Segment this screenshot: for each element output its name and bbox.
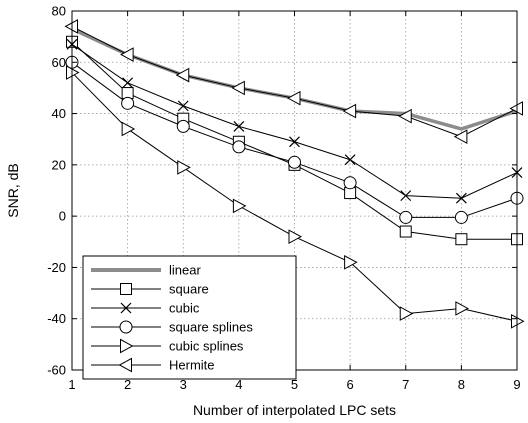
- legend-marker-square-splines: [119, 320, 133, 334]
- data-point-cubic: [122, 77, 134, 89]
- y-tick-label: 0: [59, 209, 66, 224]
- y-tick-label: -40: [47, 311, 66, 326]
- series-square-splines: [65, 55, 524, 224]
- data-point-square-splines: [454, 210, 468, 224]
- data-point-cubic-splines: [288, 229, 303, 244]
- legend-label-cubic: cubic: [169, 301, 200, 316]
- data-point-square: [399, 225, 412, 238]
- data-point-cubic-splines: [344, 254, 358, 270]
- legend-label-linear: linear: [169, 263, 201, 278]
- legend-marker-square: [120, 283, 132, 295]
- data-point-square: [455, 233, 468, 246]
- y-tick-label: -20: [47, 260, 66, 275]
- data-point-hermite: [398, 108, 412, 124]
- data-point-cubic: [233, 120, 245, 132]
- legend: linear square cubic square splines cubic spl…: [82, 255, 297, 380]
- x-tick-label: 7: [402, 377, 409, 392]
- data-point-hermite: [342, 103, 357, 119]
- y-tick-label: -60: [47, 363, 66, 378]
- data-point-hermite: [120, 47, 134, 62]
- legend-label-hermite: Hermite: [169, 358, 215, 373]
- data-point-square-splines: [176, 119, 190, 133]
- data-point-cubic: [344, 154, 356, 166]
- x-tick-label: 6: [347, 377, 354, 392]
- x-tick-label: 1: [68, 377, 75, 392]
- x-tick-label: 8: [458, 377, 465, 392]
- x-axis-label: Number of interpolated LPC sets: [193, 402, 396, 418]
- data-point-cubic-splines: [232, 198, 247, 214]
- x-tick-label: 4: [235, 377, 242, 392]
- data-point-hermite: [286, 90, 301, 106]
- data-point-hermite: [453, 129, 468, 144]
- data-point-square-splines: [399, 210, 413, 224]
- legend-marker-cubic-splines: [120, 338, 134, 354]
- y-tick-label: 20: [52, 157, 66, 172]
- series-cubic: [66, 38, 523, 204]
- x-tick-label: 9: [513, 377, 520, 392]
- data-point-hermite: [175, 67, 190, 83]
- data-point-square-splines: [121, 96, 135, 110]
- axis-ticks: 1 2 3 4 5 6 7 8 9 -60 -40 -20 0 20 40 60 80: [47, 4, 520, 393]
- data-point-cubic: [455, 192, 467, 204]
- data-point-cubic-splines: [399, 306, 414, 321]
- x-tick-label: 2: [124, 377, 131, 392]
- legend-label-cubic-splines: cubic splines: [169, 339, 244, 354]
- data-point-cubic-splines: [455, 301, 469, 316]
- data-point-square-splines: [343, 176, 357, 190]
- x-tick-label: 3: [180, 377, 187, 392]
- x-tick-label: 5: [291, 377, 298, 392]
- data-point-cubic-splines: [177, 160, 191, 175]
- y-tick-label: 60: [52, 55, 66, 70]
- data-point-cubic: [400, 190, 412, 202]
- legend-marker-hermite: [118, 357, 132, 373]
- data-point-cubic-splines: [121, 121, 136, 137]
- y-tick-label: 40: [52, 106, 66, 121]
- legend-marker-cubic: [120, 302, 132, 314]
- data-point-square-splines: [232, 140, 246, 154]
- legend-label-square-splines: square splines: [169, 320, 253, 335]
- legend-box: [82, 255, 297, 380]
- data-point-cubic: [289, 136, 300, 148]
- y-axis-label: SNR, dB: [5, 163, 21, 217]
- data-point-hermite: [231, 80, 245, 96]
- legend-label-square: square: [169, 282, 209, 297]
- data-point-cubic: [177, 100, 189, 112]
- data-point-square-splines: [288, 155, 301, 169]
- y-tick-label: 80: [52, 4, 66, 19]
